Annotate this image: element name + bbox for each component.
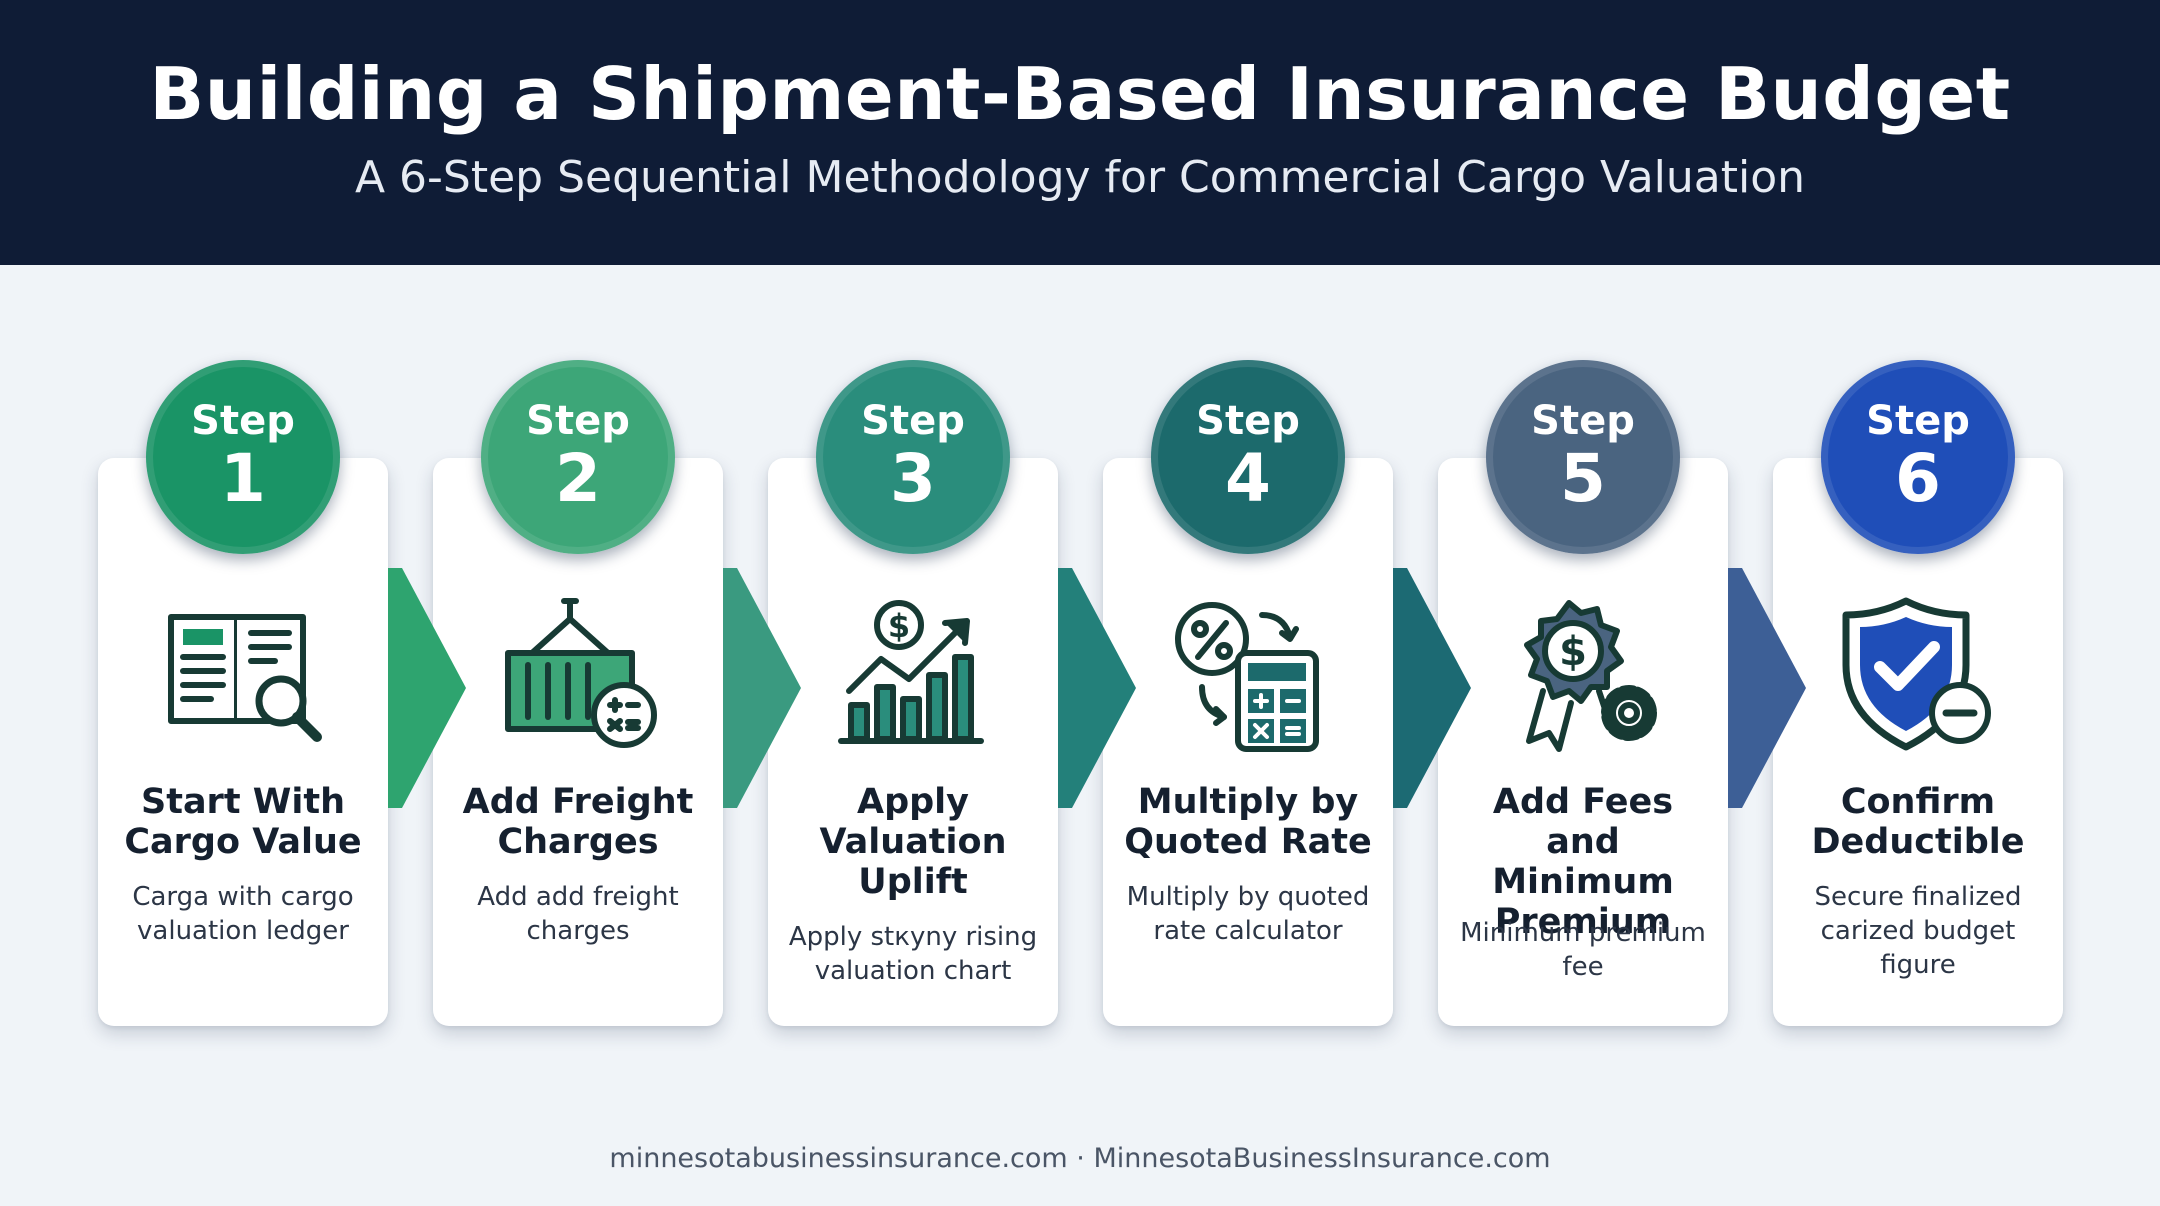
step-label: Step [1866,398,1970,444]
step-desc-4: Multiply by quoted rate calculator [1126,882,1370,946]
percent-calculator-icon [1175,602,1319,752]
page-subtitle: A 6-Step Sequential Methodology for Comm… [354,152,1806,203]
step-desc-5: Minimum premium fee [1460,918,1706,982]
step-title-3: Apply Valuation Uplift [819,782,1007,902]
step-number: 1 [220,440,266,517]
arrow-chevron-4 [1393,568,1471,808]
step-badge-4: Step 4 [1151,360,1345,554]
step-desc-3: Apply stкyny rising valuation chart [788,922,1038,986]
step-badge-3: Step 3 [816,360,1010,554]
svg-text:$: $ [888,607,910,645]
step-label: Step [861,398,965,444]
step-label: Step [191,398,295,444]
arrow-chevron-1 [388,568,466,808]
shield-check-minus-icon [1842,597,1991,751]
dollar-badge-gear-icon: $ [1524,600,1657,752]
header-banner: Building a Shipment-Based Insurance Budg… [0,0,2160,265]
step-label: Step [1531,398,1635,444]
step-label: Step [526,398,630,444]
arrow-chevron-5 [1728,568,1806,808]
arrow-chevron-2 [723,568,801,808]
step-number: 6 [1895,440,1941,517]
svg-text:$: $ [1559,629,1587,675]
step-number: 4 [1225,440,1271,517]
page-title: Building a Shipment-Based Insurance Budg… [149,52,2011,136]
step-number: 3 [890,440,936,517]
step-number: 2 [555,440,601,517]
step-badge-5: Step 5 [1486,360,1680,554]
step-badge-6: Step 6 [1821,360,2015,554]
step-title-5: Add Fees and Minimum Premium [1492,782,1674,942]
step-label: Step [1196,398,1300,444]
step-badge-1: Step 1 [146,360,340,554]
step-title-4: Multiply by Quoted Rate [1124,782,1372,862]
container-calculator-icon [505,598,657,748]
step-number: 5 [1560,440,1606,517]
step-desc-1: Carga with cargo valuation ledger [132,882,354,946]
step-title-6: Confirm Deductible [1811,782,2025,862]
step-desc-6: Secure finalized carized budget figure [1814,882,2022,980]
step-badge-2: Step 2 [481,360,675,554]
arrow-chevron-3 [1058,568,1136,808]
footer-credit: minnesotabusinessinsurance.com · Minneso… [609,1143,1551,1174]
step-title-1: Start With Cargo Value [124,782,362,862]
rising-chart-dollar-icon: $ [838,600,984,744]
step-desc-2: Add add freight charges [477,882,679,946]
ledger-magnifier-icon [168,614,322,742]
step-title-2: Add Freight Charges [462,782,694,862]
